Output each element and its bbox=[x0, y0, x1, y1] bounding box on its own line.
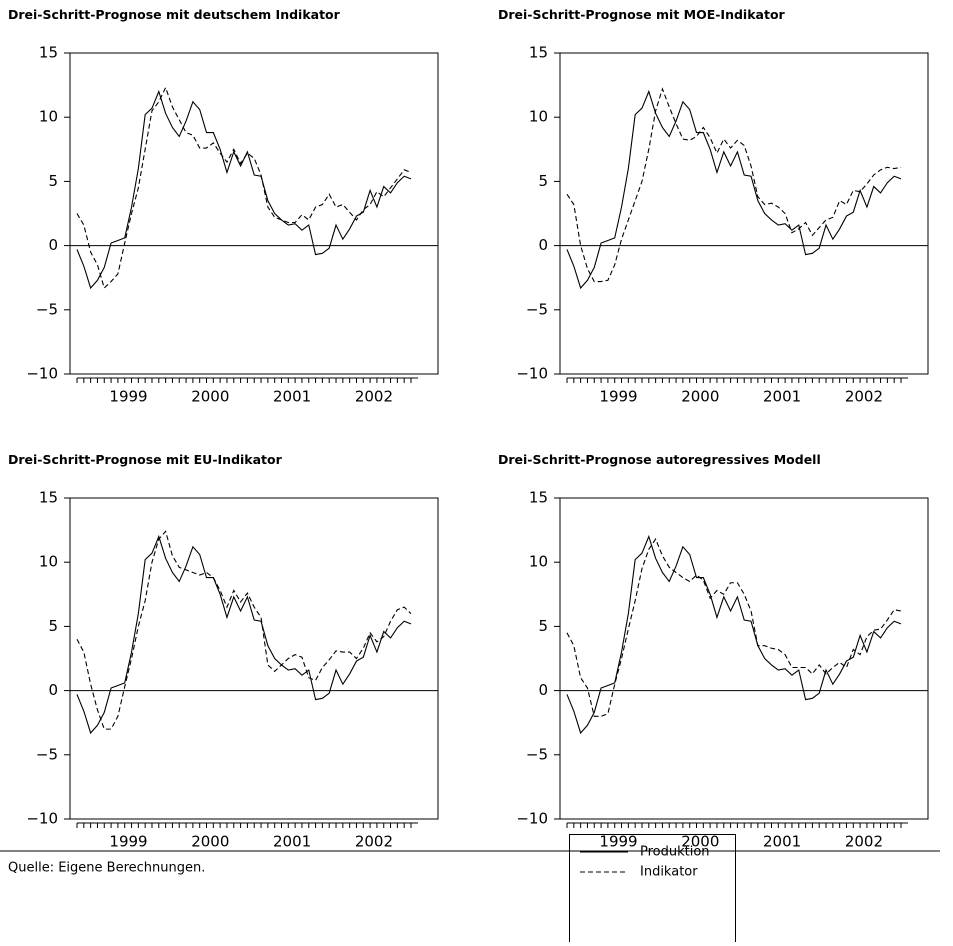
y-tick-label: 0 bbox=[538, 681, 548, 699]
y-tick-label: −5 bbox=[526, 745, 548, 763]
x-tick-label: 2000 bbox=[681, 833, 719, 851]
x-tick-label: 2002 bbox=[845, 833, 883, 851]
x-tick-label: 1999 bbox=[109, 388, 147, 406]
y-tick-label: −5 bbox=[36, 300, 58, 318]
legend-label: Indikator bbox=[640, 865, 698, 880]
series-line bbox=[566, 534, 902, 735]
x-tick-label: 2002 bbox=[845, 388, 883, 406]
x-tick-label: 2001 bbox=[273, 833, 311, 851]
y-tick-label: 5 bbox=[538, 172, 548, 190]
x-tick-label: 2001 bbox=[273, 388, 311, 406]
y-tick-label: 10 bbox=[529, 108, 548, 126]
y-tick-label: 10 bbox=[529, 553, 548, 571]
y-tick-label: 0 bbox=[48, 236, 58, 254]
y-tick-label: 0 bbox=[538, 236, 548, 254]
y-tick-label: 15 bbox=[529, 44, 548, 62]
x-tick-label: 1999 bbox=[599, 388, 637, 406]
series-line bbox=[566, 537, 902, 717]
y-tick-label: 15 bbox=[39, 489, 58, 507]
y-tick-label: −10 bbox=[26, 810, 58, 828]
series-line bbox=[566, 89, 902, 290]
series-line bbox=[76, 86, 412, 289]
plot-frame bbox=[559, 52, 929, 375]
plot-frame bbox=[69, 52, 439, 375]
series-line bbox=[76, 89, 412, 290]
y-tick-label: 15 bbox=[529, 489, 548, 507]
chart-title: Drei-Schritt-Prognose mit EU-Indikator bbox=[8, 452, 283, 467]
chart-title: Drei-Schritt-Prognose autoregressives Mo… bbox=[498, 452, 821, 467]
y-tick-label: 5 bbox=[538, 617, 548, 635]
x-tick-label: 2000 bbox=[191, 388, 229, 406]
x-tick-label: 2002 bbox=[355, 833, 393, 851]
x-tick-label: 1999 bbox=[109, 833, 147, 851]
x-tick-label: 2000 bbox=[681, 388, 719, 406]
x-tick-label: 2002 bbox=[355, 388, 393, 406]
x-tick-label: 1999 bbox=[599, 833, 637, 851]
y-tick-label: −10 bbox=[516, 810, 548, 828]
y-tick-label: 5 bbox=[48, 172, 58, 190]
y-tick-label: −10 bbox=[516, 365, 548, 383]
series-line bbox=[76, 530, 412, 730]
plot-frame bbox=[559, 497, 929, 820]
y-tick-label: 10 bbox=[39, 108, 58, 126]
series-line bbox=[76, 534, 412, 735]
chart-title: Drei-Schritt-Prognose mit deutschem Indi… bbox=[8, 7, 341, 22]
x-tick-label: 2001 bbox=[763, 833, 801, 851]
x-tick-label: 2000 bbox=[191, 833, 229, 851]
y-tick-label: −5 bbox=[36, 745, 58, 763]
y-tick-label: 0 bbox=[48, 681, 58, 699]
plot-frame bbox=[69, 497, 439, 820]
y-tick-label: 5 bbox=[48, 617, 58, 635]
y-tick-label: −5 bbox=[526, 300, 548, 318]
series-line bbox=[566, 87, 902, 283]
source-note: Quelle: Eigene Berechnungen. bbox=[8, 861, 205, 876]
chart-title: Drei-Schritt-Prognose mit MOE-Indikator bbox=[498, 7, 786, 22]
y-tick-label: −10 bbox=[26, 365, 58, 383]
y-tick-label: 10 bbox=[39, 553, 58, 571]
legend-box bbox=[569, 834, 736, 946]
y-tick-label: 15 bbox=[39, 44, 58, 62]
legend-label: Produktion bbox=[640, 845, 710, 860]
x-tick-label: 2001 bbox=[763, 388, 801, 406]
